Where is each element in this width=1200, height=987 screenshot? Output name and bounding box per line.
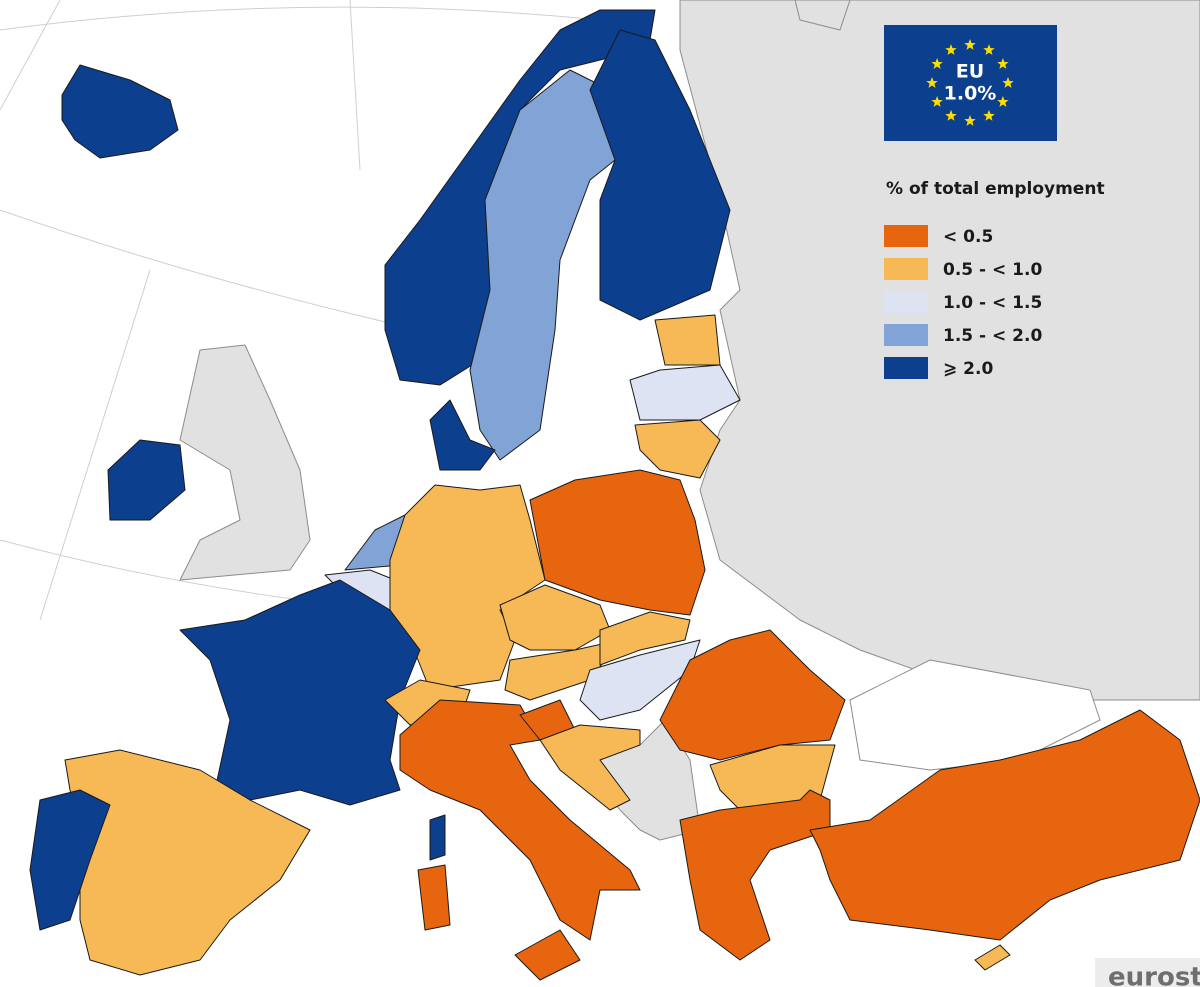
land-north: [794, 0, 851, 31]
country: [429, 814, 446, 861]
country: [529, 469, 706, 616]
legend-label: 0.5 - < 1.0: [943, 260, 1042, 280]
country: [384, 9, 656, 386]
country: [61, 64, 179, 159]
country: [579, 639, 701, 721]
graticule-line: [0, 6, 601, 31]
non-eu-land: [179, 0, 1200, 841]
eu-star: [964, 39, 976, 50]
country: [539, 724, 641, 811]
eu-value: 1.0%: [944, 83, 997, 105]
graticule-line: [349, 0, 361, 171]
country: [659, 629, 846, 761]
country: [499, 584, 611, 651]
logo: eurost: [1095, 958, 1200, 987]
land-uk: [179, 344, 311, 581]
legend-swatch: [884, 357, 928, 379]
land-east: [679, 0, 1200, 701]
eu-star: [931, 58, 943, 69]
country: [809, 709, 1200, 941]
logo-text: eurost: [1108, 963, 1200, 987]
country: [654, 314, 721, 366]
country: [29, 789, 111, 931]
eu-star: [931, 96, 943, 107]
country: [974, 944, 1011, 971]
country: [629, 364, 741, 421]
country: [514, 929, 581, 981]
eu-star: [926, 77, 938, 88]
legend-label: 1.5 - < 2.0: [943, 326, 1042, 346]
legend-swatch: [884, 258, 928, 280]
legend: < 0.5 0.5 - < 1.0 1.0 - < 1.5 1.5 - < 2.0 ⩾ …: [884, 225, 1042, 379]
eu-star: [945, 44, 957, 55]
country: [634, 419, 721, 479]
sea: [849, 659, 1101, 771]
eu-box: EU 1.0%: [884, 25, 1057, 141]
country: [679, 789, 831, 961]
logo-box: [1095, 958, 1200, 987]
legend-label: < 0.5: [943, 227, 993, 247]
country: [599, 611, 691, 666]
eu-star: [983, 109, 995, 121]
eu-stars: [926, 39, 1014, 126]
legend-swatch: [884, 225, 928, 247]
legend-label: 1.0 - < 1.5: [943, 293, 1042, 313]
legend-swatch: [884, 324, 928, 346]
eu-star: [1002, 77, 1014, 88]
graticule-line: [0, 0, 61, 111]
graticule-line: [0, 209, 421, 331]
eu-star: [945, 109, 957, 121]
graticule: [0, 0, 601, 621]
eu-star: [997, 58, 1009, 69]
eu-star: [997, 96, 1009, 107]
legend-label: ⩾ 2.0: [943, 359, 993, 379]
country: [589, 29, 731, 321]
country: [469, 69, 616, 461]
country: [179, 579, 421, 806]
eu-star: [983, 44, 995, 55]
country: [429, 399, 496, 471]
graticule-line: [0, 539, 301, 601]
country: [107, 439, 186, 521]
legend-title: % of total employment: [886, 179, 1105, 199]
legend-swatch: [884, 291, 928, 313]
graticule-line: [39, 269, 151, 621]
eu-label: EU: [956, 61, 984, 83]
eu-star: [964, 115, 976, 126]
country: [417, 864, 451, 931]
eu-countries: [29, 9, 1200, 981]
